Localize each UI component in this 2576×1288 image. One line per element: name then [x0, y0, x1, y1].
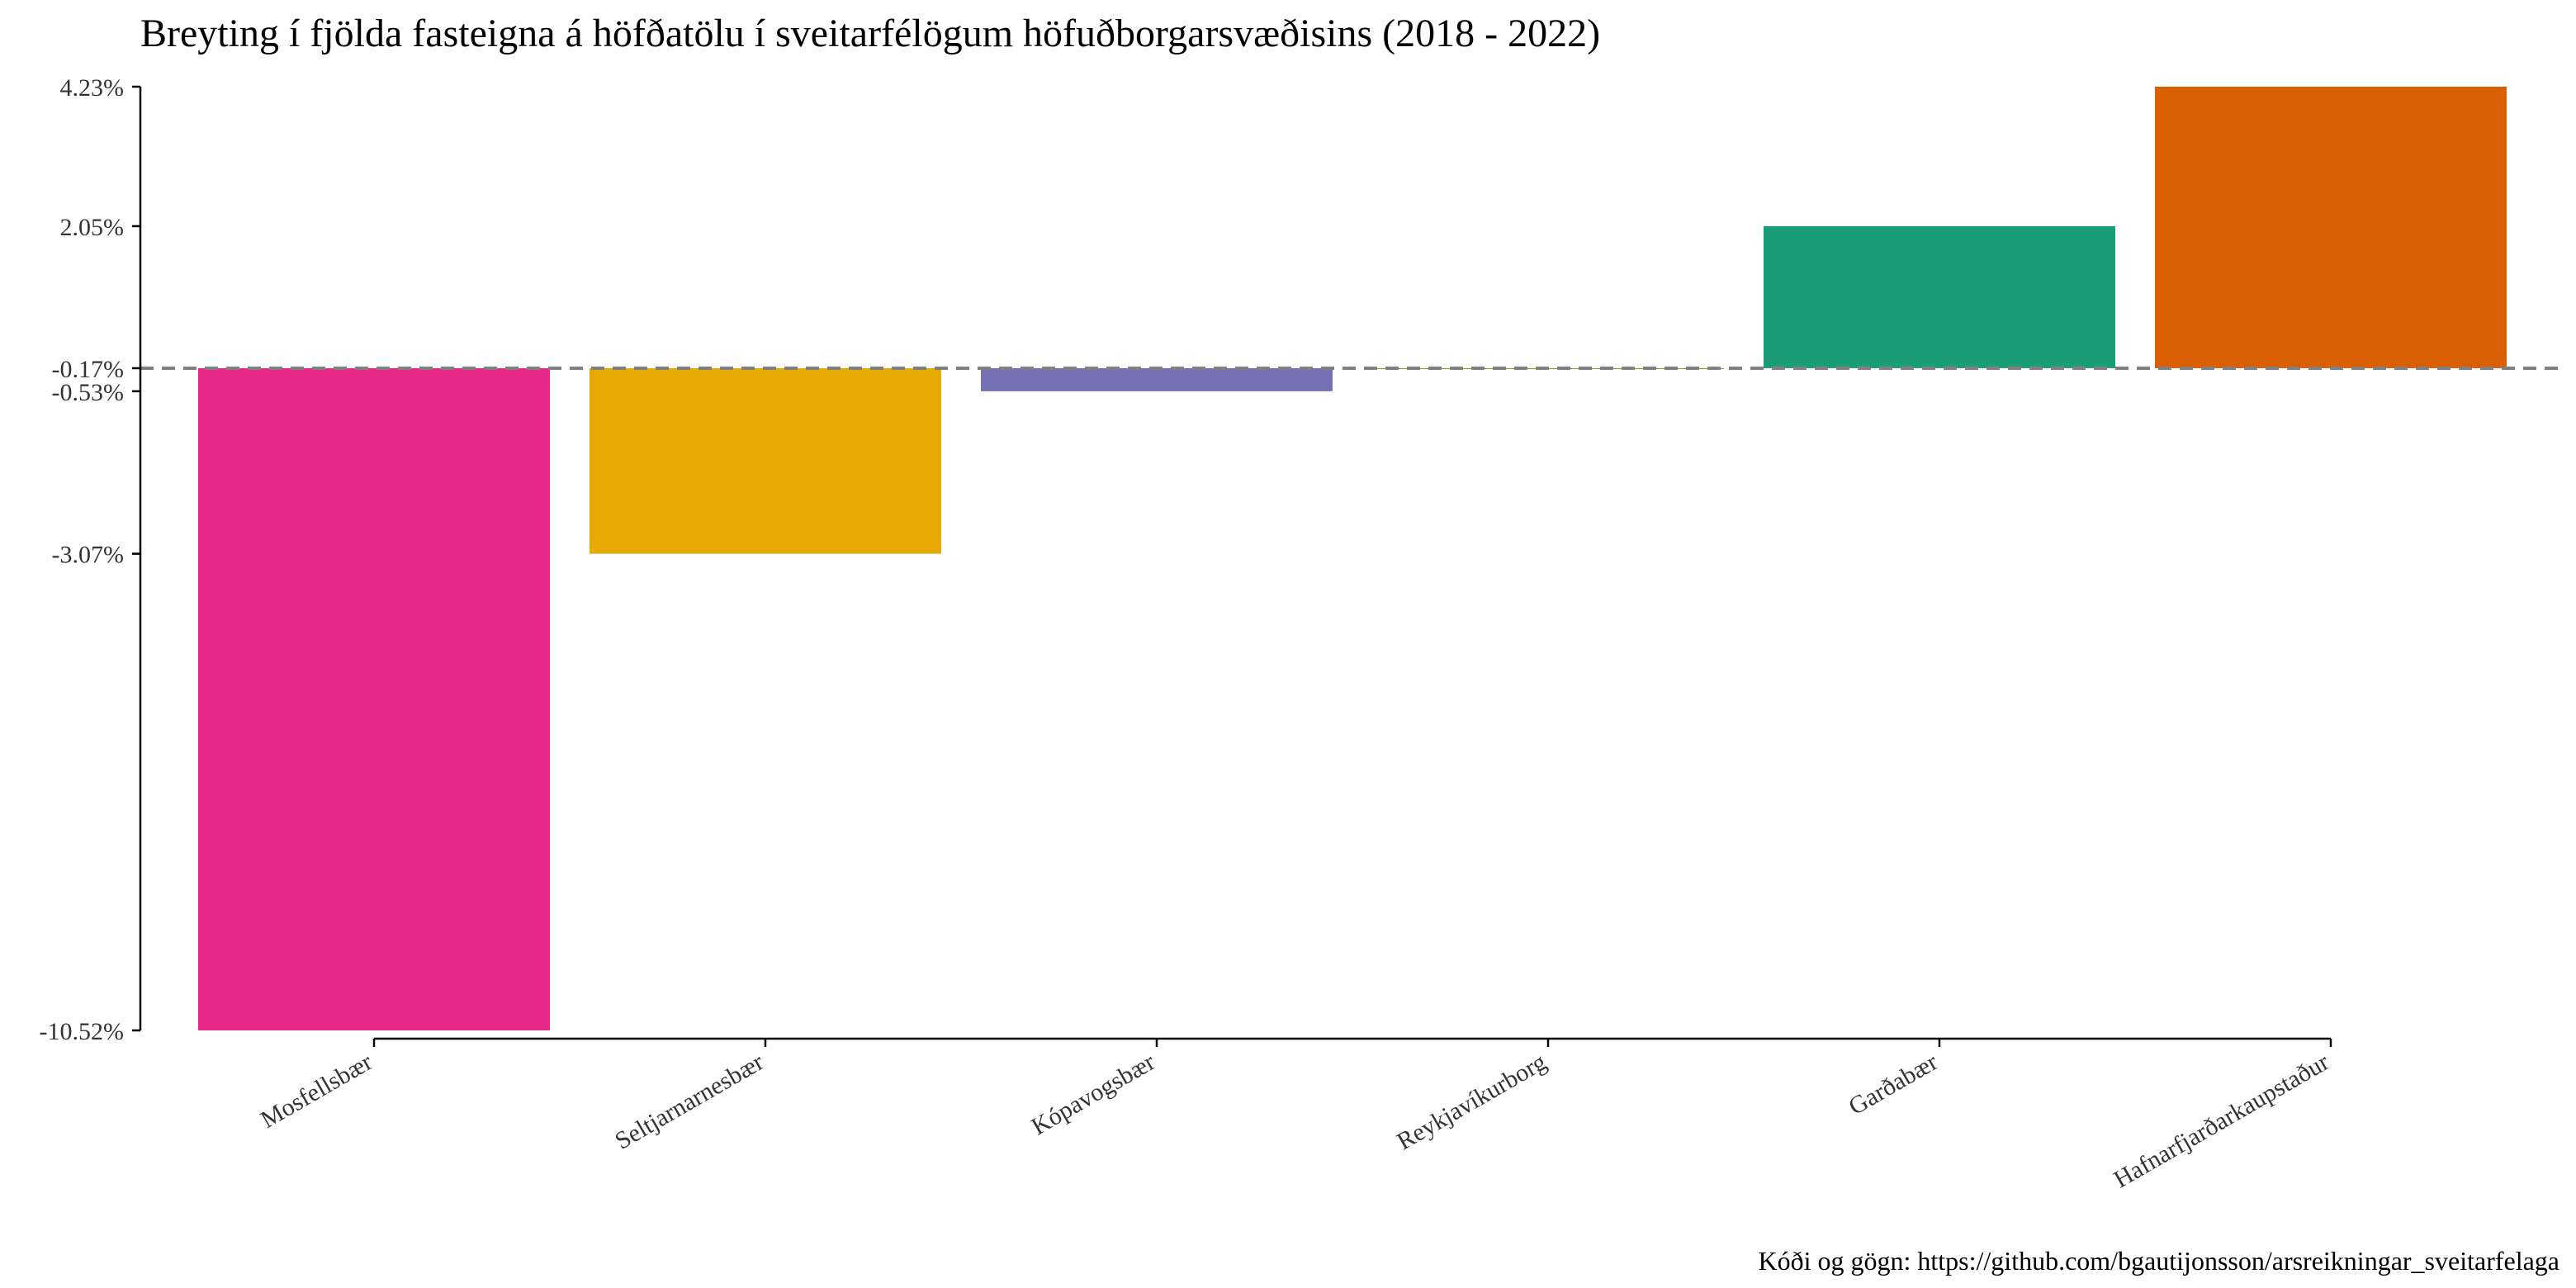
- bar-6: [2155, 87, 2507, 368]
- y-tick-label: 2.05%: [60, 214, 125, 241]
- x-tick-label: Garðabær: [1844, 1048, 1943, 1120]
- y-tick-label: -3.07%: [52, 542, 124, 569]
- y-tick-label: -0.17%: [52, 356, 124, 383]
- y-tick-label: -10.52%: [40, 1018, 124, 1045]
- chart-caption: Kóði og gögn: https://github.com/bgautij…: [1759, 1246, 2560, 1276]
- bar-5: [1764, 225, 2115, 368]
- x-tick-label: Seltjarnarnesbær: [610, 1048, 768, 1154]
- bar-3: [981, 367, 1333, 391]
- bar-2: [590, 367, 941, 554]
- x-tick-label: Kópavogsbær: [1027, 1048, 1160, 1140]
- x-tick-label: Reykjavíkurborg: [1392, 1048, 1551, 1155]
- y-tick-label: -0.53%: [52, 379, 124, 406]
- bars-group: [198, 87, 2507, 1030]
- chart-title: Breyting í fjölda fasteigna á höfðatölu …: [140, 12, 1600, 55]
- bar-1: [198, 367, 550, 1030]
- x-axis: Mosfellsbær Seltjarnarnesbær Kópavogsbær Re…: [256, 1037, 2334, 1193]
- x-tick-label: Mosfellsbær: [256, 1048, 376, 1134]
- x-tick-label: Hafnarfjarðarkaupstaður: [2110, 1048, 2334, 1193]
- y-tick-label: 4.23%: [60, 74, 125, 102]
- y-axis: 4.23% 2.05% -0.17%-0.53% -3.07% -10.52%: [40, 74, 142, 1045]
